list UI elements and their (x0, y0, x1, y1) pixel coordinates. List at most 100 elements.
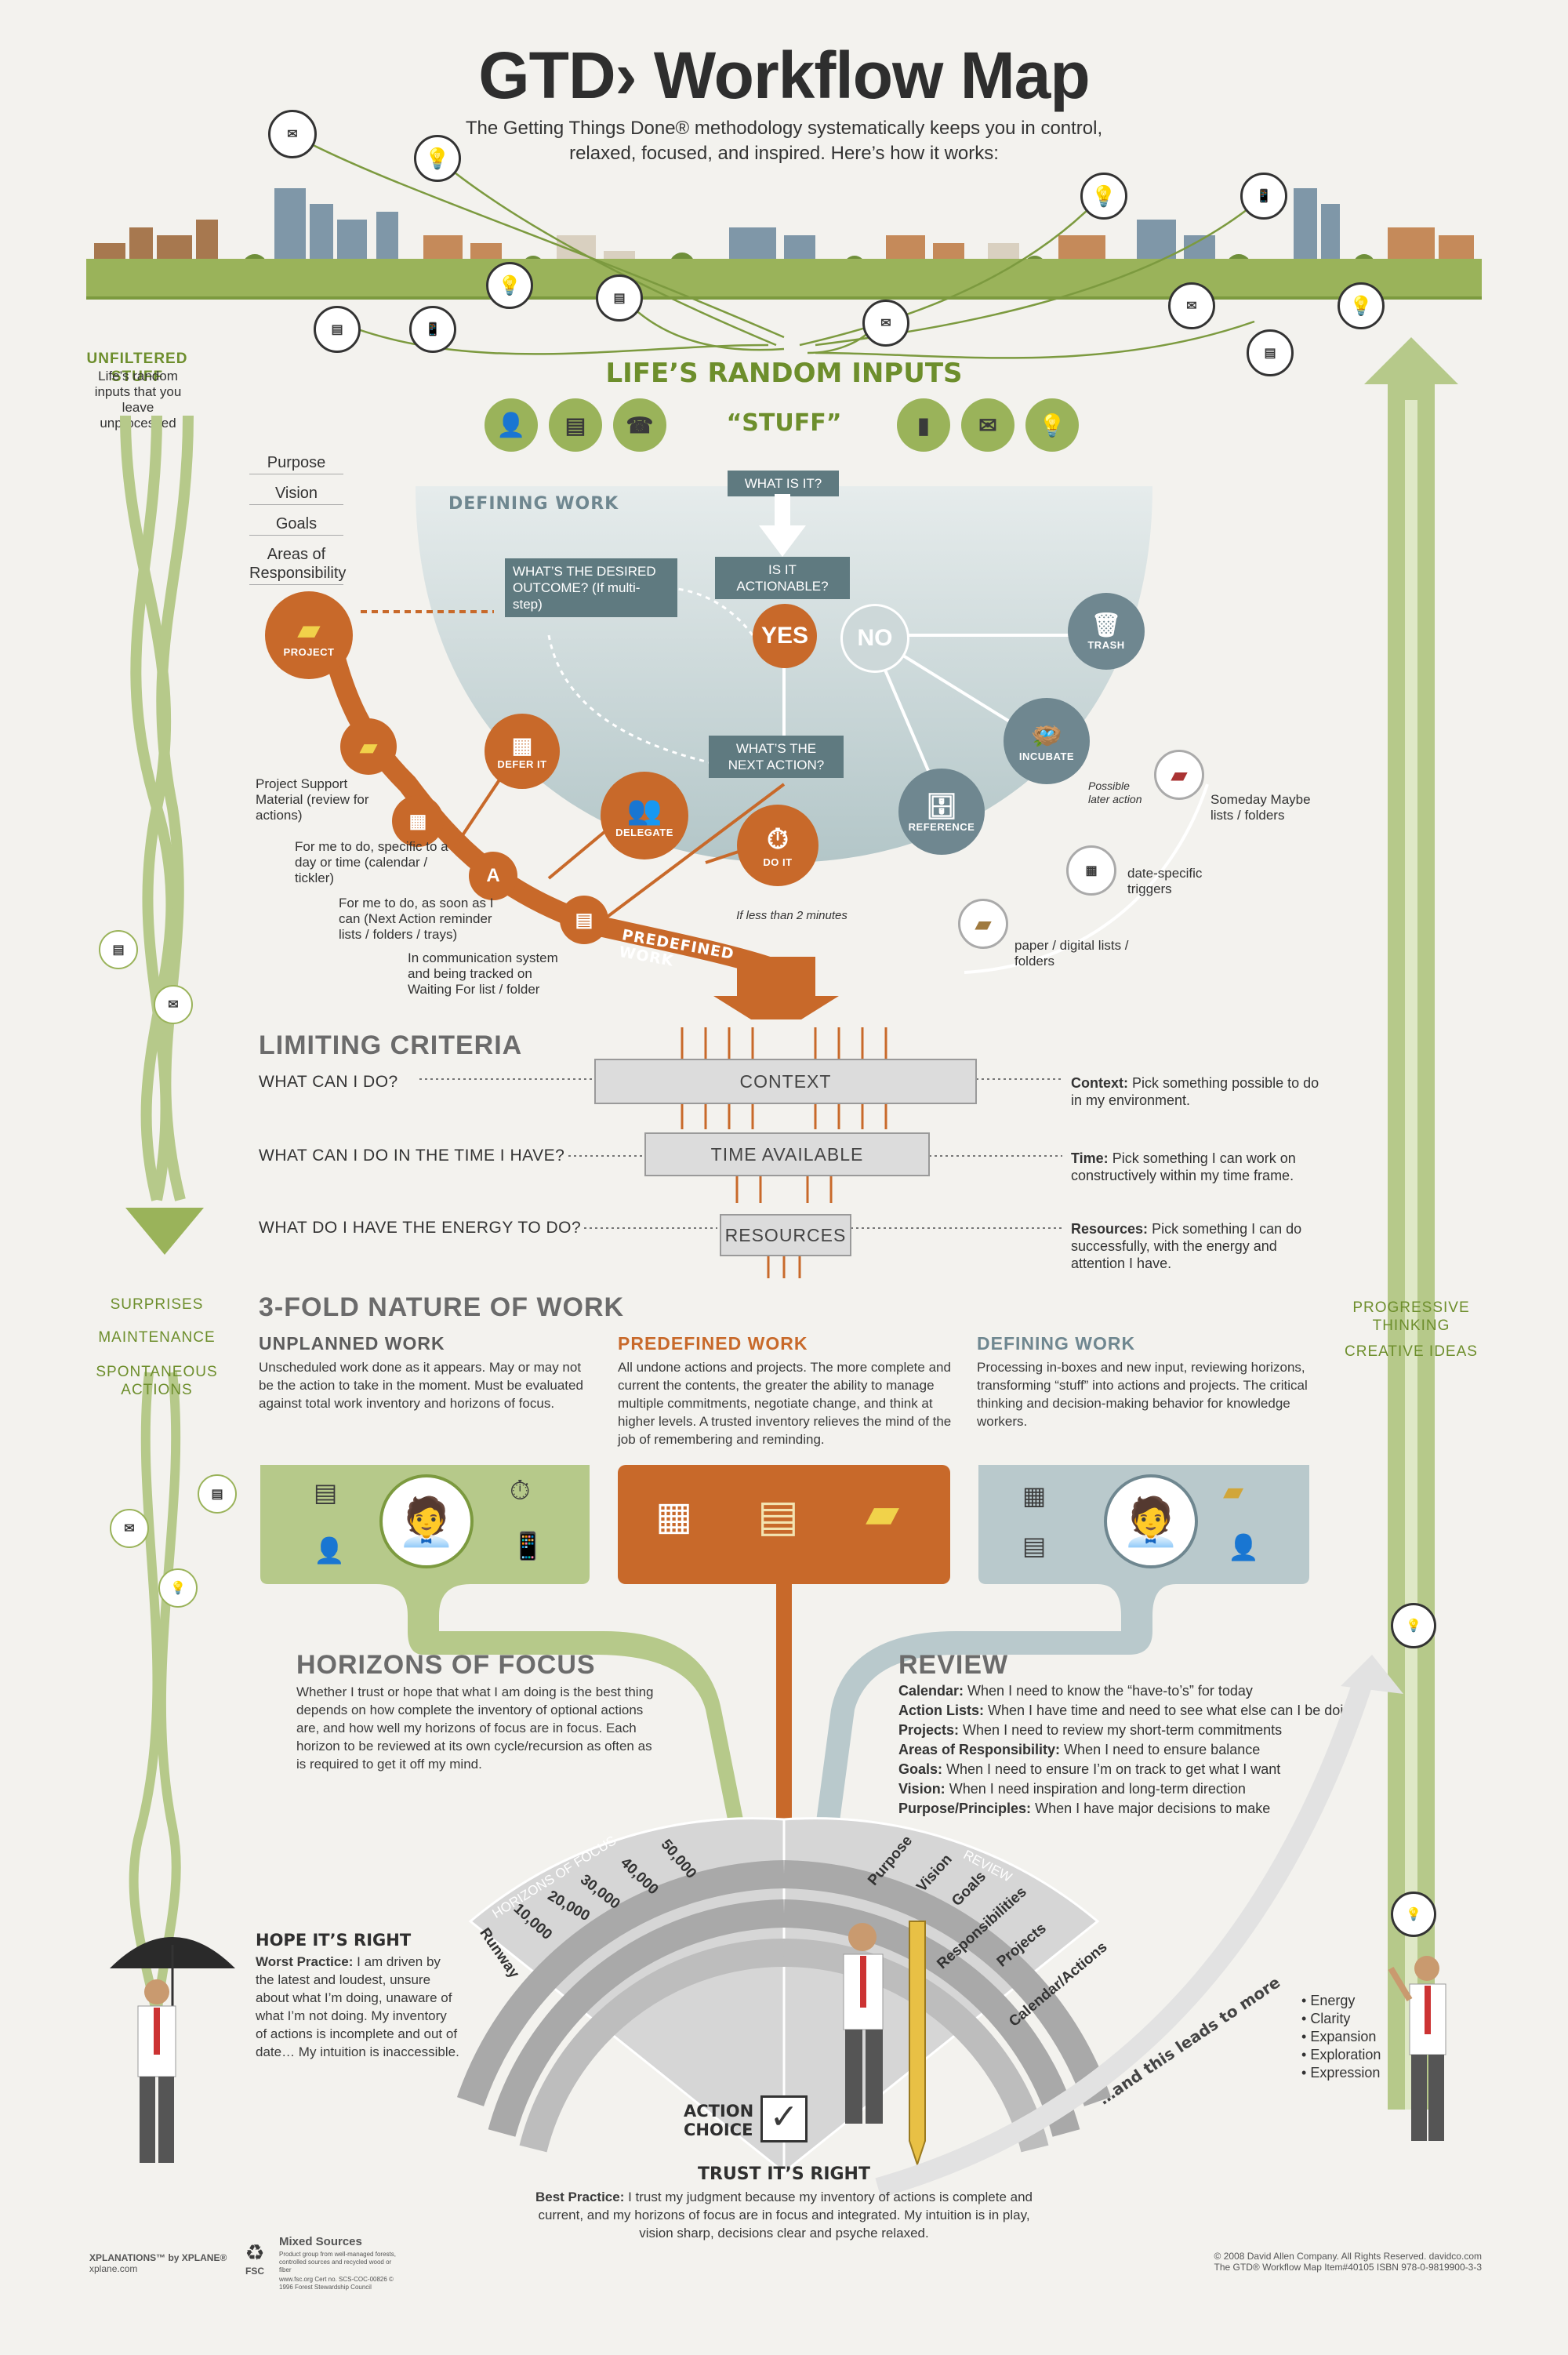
context-filter: CONTEXT (594, 1059, 977, 1104)
review-key: Vision: (898, 1781, 946, 1797)
fsc-logo: ♻ FSC (235, 2240, 274, 2277)
review-value: When I need inspiration and long-term di… (949, 1781, 1246, 1797)
benefit-item: • Clarity (1301, 2011, 1351, 2026)
file-cabinet-icon: 🗄 (925, 791, 958, 820)
project-node: ▰ PROJECT (265, 591, 353, 679)
time-description: Time: Pick something I can work on const… (1071, 1150, 1322, 1184)
best-practice-key: Best Practice: (535, 2190, 625, 2204)
review-projects: Projects: When I need to review my short… (898, 1721, 1385, 1740)
benefit-item: • Exploration (1301, 2047, 1381, 2062)
defer-it-node: ▦ DEFER IT (485, 714, 560, 789)
item-isbn: The GTD® Workflow Map Item#40105 ISBN 97… (1214, 2262, 1482, 2273)
person-head-icon: 👤 (1228, 1533, 1259, 1561)
defining-work-heading: DEFINING WORK (977, 1333, 1136, 1354)
limiting-q1: WHAT CAN I DO? (259, 1073, 398, 1091)
horizon-areas: Areas of Responsibility (249, 543, 346, 585)
incubate-label: INCUBATE (1018, 750, 1075, 762)
leads-to-more-arrow (875, 1655, 1403, 2198)
email-stream-icon: ✉ (154, 985, 193, 1024)
mobile-phone-icon: 📱 (511, 1532, 545, 1561)
nest-icon: 🪺 (1031, 721, 1062, 750)
paper-digital-lists-label: paper / digital lists / folders (1014, 938, 1129, 969)
focus-review-fan (456, 1817, 1112, 2175)
xplane-url: xplane.com (89, 2263, 138, 2274)
hope-worst-practice: Worst Practice: I am driven by the lates… (256, 1953, 459, 2061)
document-input-icon: ▤ (1247, 329, 1294, 376)
document-icon: ▤ (314, 1478, 338, 1506)
page-title: GTD› Workflow Map (478, 38, 1090, 112)
email-stream-icon: ✉ (110, 1509, 149, 1548)
limiting-q2: WHAT CAN I DO IN THE TIME I HAVE? (259, 1147, 565, 1165)
less-than-2-minutes-label: If less than 2 minutes (736, 909, 848, 922)
lightbulb-input-icon: 💡 (486, 262, 533, 309)
note-input-icon: ▮ (897, 398, 950, 452)
what-is-it-box: WHAT IS IT? (728, 471, 839, 496)
benefit-text: Expansion (1310, 2029, 1377, 2044)
horizons-of-focus-title: HORIZONS OF FOCUS (296, 1650, 596, 1680)
is-it-actionable-box: IS IT ACTIONABLE? (715, 557, 850, 599)
review-key: Goals: (898, 1761, 943, 1777)
project-label: PROJECT (283, 645, 335, 658)
worst-practice-key: Worst Practice: (256, 1954, 354, 1969)
document-input-icon: ▤ (314, 306, 361, 353)
review-calendar: Calendar: When I need to know the “have-… (898, 1681, 1385, 1701)
trash-label: TRASH (1087, 639, 1125, 651)
benefit-item: • Energy (1301, 1993, 1356, 2008)
benefit-item: • Expression (1301, 2065, 1381, 2081)
folder-icon: ▰ (958, 899, 1008, 949)
someday-folder-icon: ▰ (1154, 750, 1204, 800)
document-stream-icon: ▤ (99, 930, 138, 969)
man-portrait-icon: 🧑‍💼 (1104, 1474, 1198, 1568)
unfiltered-stuff-desc: Life’s random inputs that you leave unpr… (94, 369, 182, 431)
trust-its-right-title: TRUST IT’S RIGHT (698, 2164, 870, 2184)
review-action-lists: Action Lists: When I have time and need … (898, 1701, 1385, 1721)
stuff-title: “STUFF” (726, 409, 842, 437)
resources-description: Resources: Pick something I can do succe… (1071, 1220, 1322, 1272)
clock-icon: ⏱ (510, 1476, 531, 1506)
lightbulb-input-icon: 💡 (1025, 398, 1079, 452)
limiting-q3: WHAT DO I HAVE THE ENERGY TO DO? (259, 1219, 582, 1237)
unplanned-work-text: Unscheduled work done as it appears. May… (259, 1360, 583, 1411)
review-value: When I have time and need to see what el… (988, 1703, 1359, 1718)
calendar-tickler-icon: ▦ (392, 795, 444, 847)
context-desc-key: Context: (1071, 1075, 1128, 1091)
horizon-purpose: Purpose (249, 452, 343, 474)
support-folder-icon: ▰ (340, 718, 397, 775)
possible-later-action: Possible later action (1088, 780, 1142, 805)
resources-desc-text: Pick something I can do successfully, wi… (1071, 1221, 1302, 1271)
document-stream-icon: ▤ (198, 1474, 237, 1514)
delegate-label: DELEGATE (615, 826, 673, 838)
threefold-title: 3-FOLD NATURE OF WORK (259, 1292, 625, 1322)
lightbulb-input-icon: 💡 (1338, 282, 1385, 329)
delegate-person-icon: 👥 (626, 793, 662, 826)
phone-input-icon: ☎ (613, 398, 666, 452)
trash-icon: 🗑 (1091, 612, 1122, 638)
review-purpose: Purpose/Principles: When I have major de… (898, 1799, 1385, 1819)
progressive-thinking-label: PROGRESSIVE THINKING (1352, 1299, 1470, 1334)
tree-check-icon: ♻ (245, 2241, 265, 2265)
calendar-defer-icon: ▦ (511, 733, 533, 758)
waiting-for-icon: ▤ (560, 896, 608, 944)
context-desc-text: Pick something possible to do in my envi… (1071, 1075, 1319, 1108)
defining-work-title: DEFINING WORK (448, 494, 619, 514)
reference-node: 🗄 REFERENCE (898, 769, 985, 855)
review-value: When I need to ensure I’m on track to ge… (946, 1761, 1281, 1777)
lightbulb-idea-icon: 💡 (1391, 1892, 1436, 1937)
unfiltered-stuff-title: UNFILTERED STUFF (86, 351, 188, 385)
filter-arrows (419, 1027, 1062, 1278)
next-action-box: WHAT’S THE NEXT ACTION? (709, 736, 844, 778)
lightbulb-idea-icon: 💡 (1391, 1603, 1436, 1648)
worst-practice-text: I am driven by the latest and loudest, u… (256, 1954, 459, 2059)
defer-it-label: DEFER IT (497, 758, 547, 770)
maintenance-label: MAINTENANCE (98, 1329, 216, 1346)
horizons-list: Purpose Vision Goals Areas of Responsibi… (249, 452, 346, 585)
benefit-text: Exploration (1310, 2047, 1381, 2062)
down-arrow-icon (759, 494, 806, 557)
phone-input-icon: 📱 (1240, 173, 1287, 220)
for-me-day-label: For me to do, specific to a day or time … (295, 839, 448, 885)
trash-node: 🗑 TRASH (1068, 593, 1145, 670)
spontaneous-actions-label: SPONTANEOUS ACTIONS (96, 1364, 218, 1398)
email-input-icon: ✉ (961, 398, 1014, 452)
man-portrait-icon: 🧑‍💼 (379, 1474, 474, 1568)
lightbulb-stream-icon: 💡 (158, 1568, 198, 1608)
